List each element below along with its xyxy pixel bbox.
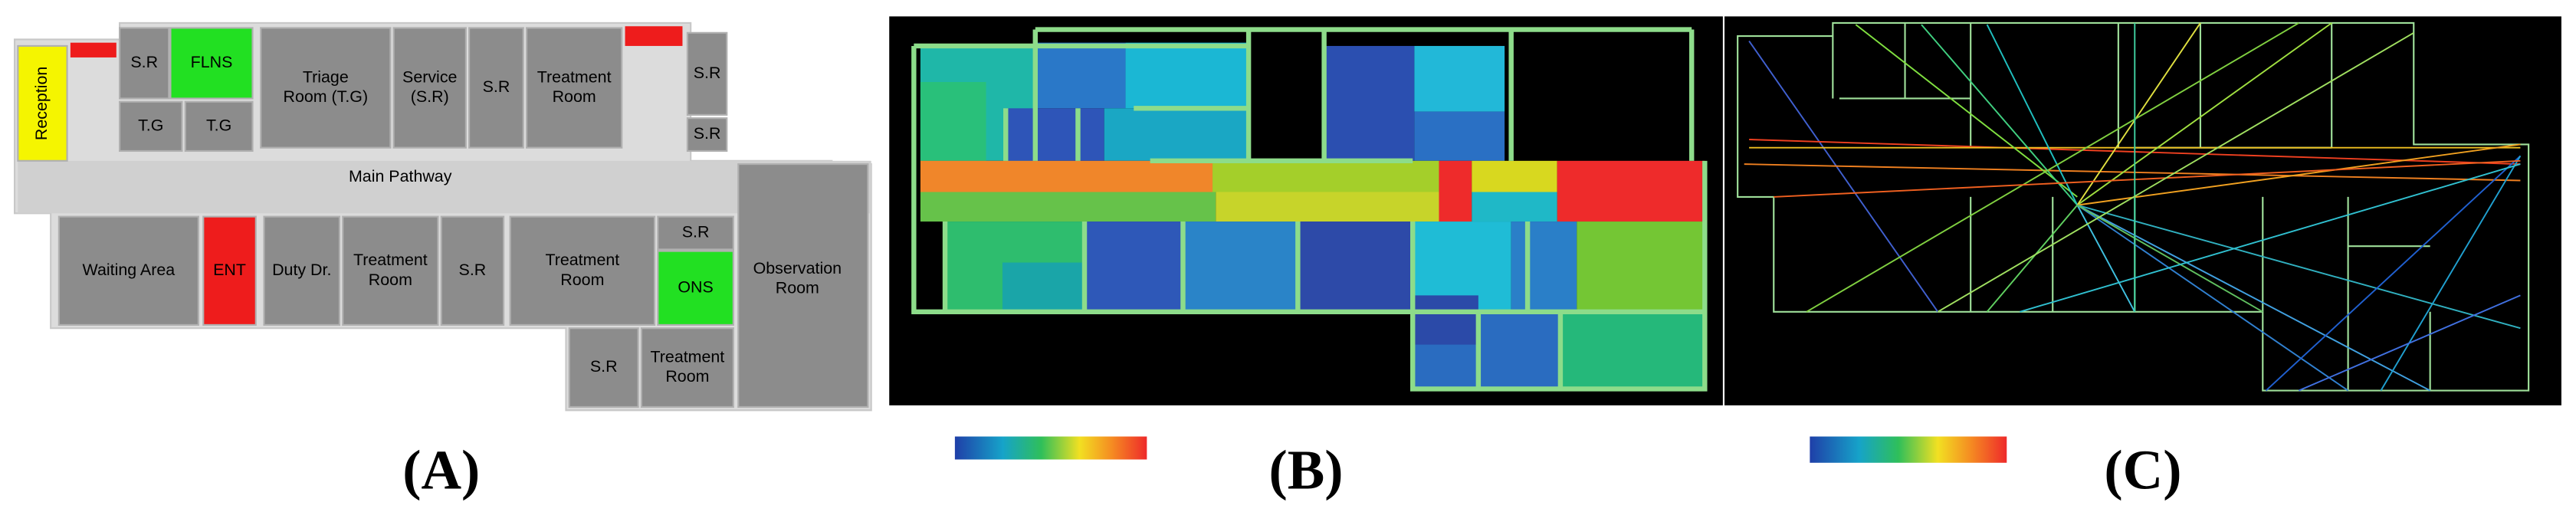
room-label: Room — [560, 271, 604, 289]
room — [737, 163, 869, 409]
room — [202, 215, 257, 326]
room-label: Treatment — [537, 67, 612, 86]
room-label: Room — [776, 278, 819, 297]
room — [260, 27, 392, 149]
room — [17, 44, 68, 162]
ray-panel — [1724, 16, 2561, 463]
room — [686, 31, 728, 116]
room — [525, 27, 623, 149]
colorbar — [954, 436, 1147, 460]
ray-background — [1724, 16, 2561, 405]
room-label: Service — [402, 67, 457, 86]
room — [657, 250, 734, 326]
heatmap-walls — [911, 27, 1708, 392]
room — [119, 27, 170, 100]
room-label: S.R — [682, 223, 710, 241]
panel-label: (B) — [1269, 439, 1344, 501]
room-label: S.R — [590, 357, 618, 376]
corridor — [18, 160, 871, 214]
room — [57, 215, 199, 326]
heatmap — [920, 42, 1705, 389]
room-label: Duty Dr. — [272, 261, 331, 279]
room-label: Treatment — [353, 251, 428, 269]
panel-label: (A) — [402, 439, 480, 501]
room-label: T.G — [206, 117, 231, 135]
room — [509, 215, 656, 326]
room-label: S.R — [483, 77, 510, 96]
room-label: Waiting Area — [83, 261, 176, 279]
room — [169, 27, 254, 100]
room-label: ONS — [678, 277, 713, 296]
panel-label: (C) — [2104, 439, 2181, 501]
room-label: Room (T.G) — [283, 87, 368, 106]
room — [686, 117, 728, 153]
room-label: Main Pathway — [349, 167, 452, 185]
marker — [70, 42, 116, 57]
room-label: ENT — [213, 261, 246, 279]
colorbar — [1810, 436, 2007, 463]
room-label: (S.R) — [411, 87, 449, 106]
room — [119, 100, 183, 153]
room — [392, 27, 467, 149]
room-label: Room — [553, 87, 596, 106]
room-label: S.R — [694, 64, 721, 82]
room-label: Reception — [32, 67, 51, 140]
room-label: S.R — [459, 261, 487, 279]
room-label: Triage — [303, 67, 349, 86]
room — [440, 215, 505, 326]
room — [263, 215, 341, 326]
rays — [1744, 22, 2522, 392]
room-label: S.R — [130, 53, 158, 71]
room — [640, 327, 734, 409]
room-label: FLNS — [191, 53, 233, 71]
room-label: T.G — [138, 117, 163, 135]
room-label: Treatment — [545, 251, 619, 269]
room-label: Treatment — [651, 347, 725, 366]
room — [342, 215, 439, 326]
room — [568, 327, 639, 409]
room — [468, 27, 524, 149]
room-label: S.R — [694, 124, 721, 143]
room-label: Room — [369, 271, 412, 289]
heatmap-panel — [889, 16, 1723, 460]
room — [184, 100, 254, 153]
room-label: Observation — [753, 259, 842, 277]
room-label: Room — [665, 367, 709, 386]
room — [657, 215, 734, 251]
marker — [625, 26, 683, 46]
